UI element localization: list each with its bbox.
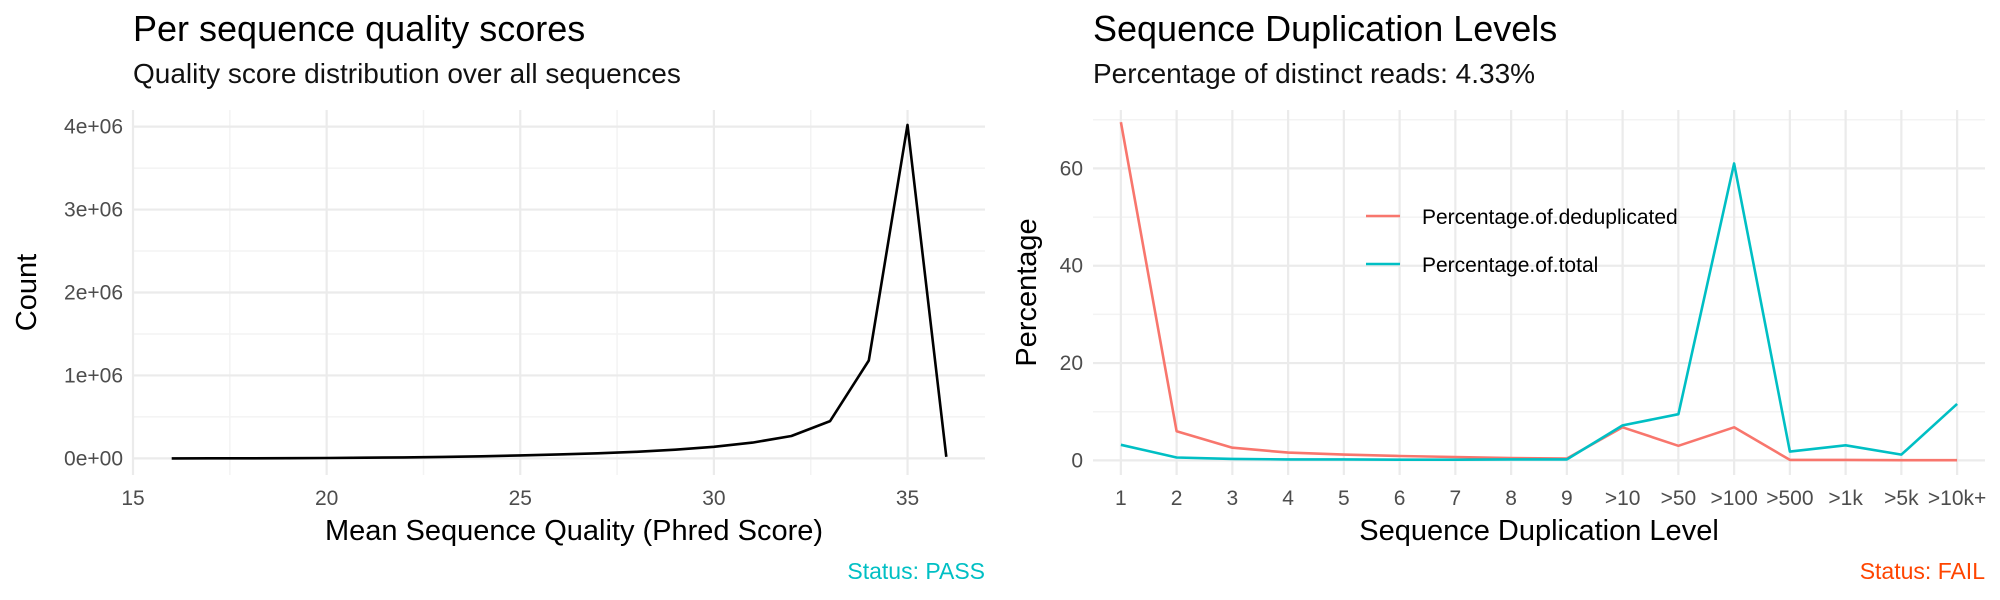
y-tick-label: 2e+06 [64, 282, 123, 305]
panel-per-sequence-quality: Per sequence quality scores Quality scor… [11, 8, 985, 584]
status-caption: Status: FAIL [1859, 558, 1985, 584]
quality-chart: 15 20 25 30 35 0e+00 1e+06 2e+06 3e+06 4e+06 Mean … [11, 110, 985, 547]
x-tick-label: 8 [1505, 487, 1517, 510]
x-tick-label: >100 [1710, 487, 1757, 510]
x-tick-label: >50 [1661, 487, 1697, 510]
y-axis-title: Count [11, 254, 43, 331]
x-tick-label: 15 [121, 487, 144, 510]
y-tick-label: 40 [1060, 255, 1083, 278]
x-tick-label: 9 [1561, 487, 1573, 510]
x-tick-label: 6 [1394, 487, 1406, 510]
x-tick-label: >5k [1884, 487, 1919, 510]
x-tick-label: >1k [1828, 487, 1863, 510]
x-tick-label: 1 [1115, 487, 1127, 510]
x-axis-title: Sequence Duplication Level [1359, 515, 1719, 547]
x-tick-label: 7 [1450, 487, 1462, 510]
y-tick-label: 1e+06 [64, 364, 123, 387]
x-tick-label: 25 [509, 487, 532, 510]
y-tick-label: 0e+00 [64, 447, 123, 470]
status-caption: Status: PASS [847, 558, 985, 584]
x-tick-label: 3 [1227, 487, 1239, 510]
x-tick-label: >10 [1605, 487, 1641, 510]
x-tick-label: 2 [1171, 487, 1183, 510]
x-axis-title: Mean Sequence Quality (Phred Score) [325, 515, 823, 547]
chart-title: Per sequence quality scores [133, 8, 586, 49]
x-tick-label: 30 [702, 487, 725, 510]
y-tick-label: 0 [1071, 449, 1083, 472]
chart-title: Sequence Duplication Levels [1093, 8, 1558, 49]
legend-label: Percentage.of.deduplicated [1422, 206, 1678, 229]
x-tick-label: 4 [1282, 487, 1294, 510]
x-tick-label: 35 [896, 487, 919, 510]
x-tick-label: >10k+ [1928, 487, 1986, 510]
legend-label: Percentage.of.total [1422, 254, 1598, 277]
y-tick-label: 4e+06 [64, 116, 123, 139]
y-tick-label: 60 [1060, 157, 1083, 180]
chart-subtitle: Percentage of distinct reads: 4.33% [1093, 58, 1536, 89]
x-tick-label: >500 [1766, 487, 1813, 510]
chart-subtitle: Quality score distribution over all sequ… [133, 58, 681, 89]
y-tick-label: 3e+06 [64, 199, 123, 222]
duplication-chart: 1 2 3 4 5 6 7 8 9 >10 >50 >100 >500 >1k >5k >10k+ 0 20 40 6… [1011, 110, 1986, 547]
x-tick-label: 20 [315, 487, 338, 510]
x-tick-label: 5 [1338, 487, 1350, 510]
legend: Percentage.of.deduplicated Percentage.of.… [1366, 206, 1678, 277]
series-line-deduplicated [1119, 121, 1958, 462]
series-line-total [1120, 162, 1958, 462]
panel-duplication-levels: Sequence Duplication Levels Percentage o… [1000, 0, 2000, 600]
series-line-count [171, 123, 948, 460]
y-tick-label: 20 [1060, 352, 1083, 375]
y-axis-title: Percentage [1011, 218, 1043, 366]
